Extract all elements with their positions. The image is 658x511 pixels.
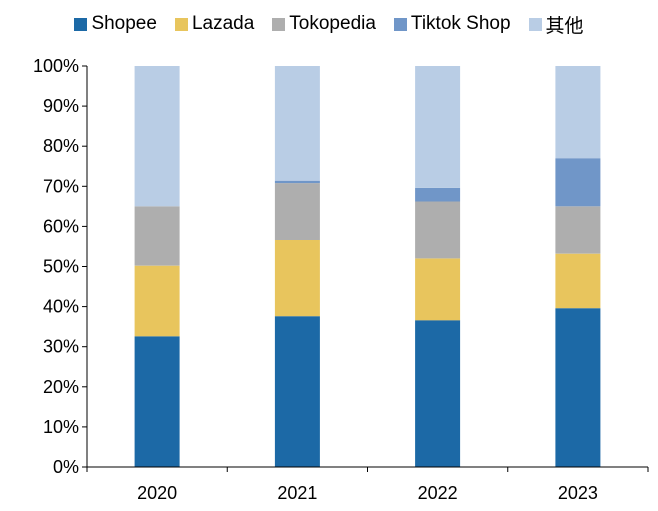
legend-label: Lazada [191,13,255,34]
legend-item-tiktok-shop: Tiktok Shop [393,13,511,35]
y-tick-label: 40% [43,297,79,317]
legend-label: Tiktok Shop [410,13,511,34]
bar-segment-shopee-2023 [555,308,601,467]
bar-segment-other-2021 [274,66,320,181]
x-tick-label: 2021 [277,483,317,503]
bar-segment-tiktok-shop-2023 [555,158,601,207]
axes-layer: 0% 10% 20% 30% 40% 50% 60% 70% 80% 90% 100% 2020 202… [33,56,649,503]
y-tick-label: 70% [43,176,79,196]
y-tick-label: 100% [33,56,79,76]
bar-segment-shopee-2021 [274,316,320,467]
legend-item-other: 其他 [528,11,584,38]
y-tick-label: 80% [43,136,79,156]
legend: Shopee Lazada Tokopedia Tiktok Shop 其他 [0,10,658,38]
legend-swatch [174,17,188,31]
y-tick-label: 0% [53,457,79,477]
bar-segment-other-2022 [415,66,461,188]
y-tick-label: 90% [43,96,79,116]
bar-segment-lazada-2020 [134,265,180,337]
legend-swatch [272,17,286,31]
bar-segment-lazada-2022 [415,258,461,321]
bar-segment-other-2020 [134,66,180,207]
bar-segment-tiktok-shop-2021 [274,180,320,184]
x-tick-label: 2023 [558,483,598,503]
bar-segment-tiktok-shop-2022 [415,187,461,202]
y-tick-label: 10% [43,417,79,437]
legend-item-lazada: Lazada [174,13,255,35]
bar-segment-tokopedia-2020 [134,206,180,266]
bar-segment-tokopedia-2023 [555,206,601,254]
legend-label: 其他 [545,15,584,37]
y-tick-label: 30% [43,337,79,357]
y-tick-label: 50% [43,257,79,277]
bar-segment-shopee-2020 [134,336,180,467]
bar-segment-shopee-2022 [415,320,461,467]
x-tick-label: 2020 [137,483,177,503]
bar-segment-lazada-2023 [555,253,601,309]
bar-segment-other-2023 [555,66,601,159]
legend-swatch [74,17,88,31]
y-tick-label: 60% [43,216,79,236]
legend-item-shopee: Shopee [74,13,157,35]
y-tick-label: 20% [43,377,79,397]
legend-label: Shopee [91,13,157,34]
legend-label: Tokopedia [289,13,376,34]
bar-segment-tokopedia-2022 [415,201,461,259]
bars-layer [134,66,601,467]
legend-swatch [528,17,542,31]
bar-segment-tokopedia-2021 [274,183,320,240]
bar-segment-lazada-2021 [274,240,320,317]
legend-swatch [393,17,407,31]
legend-item-tokopedia: Tokopedia [272,13,376,35]
x-tick-label: 2022 [418,483,458,503]
